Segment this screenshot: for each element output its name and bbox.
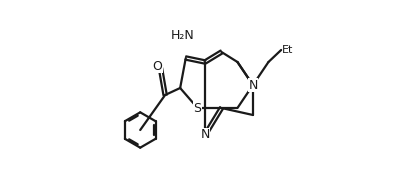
Text: N: N [248,78,258,92]
Text: H₂N: H₂N [171,28,194,41]
Text: S: S [194,102,202,115]
Text: Et: Et [282,45,293,55]
Text: N: N [200,129,210,142]
Text: O: O [153,60,163,73]
